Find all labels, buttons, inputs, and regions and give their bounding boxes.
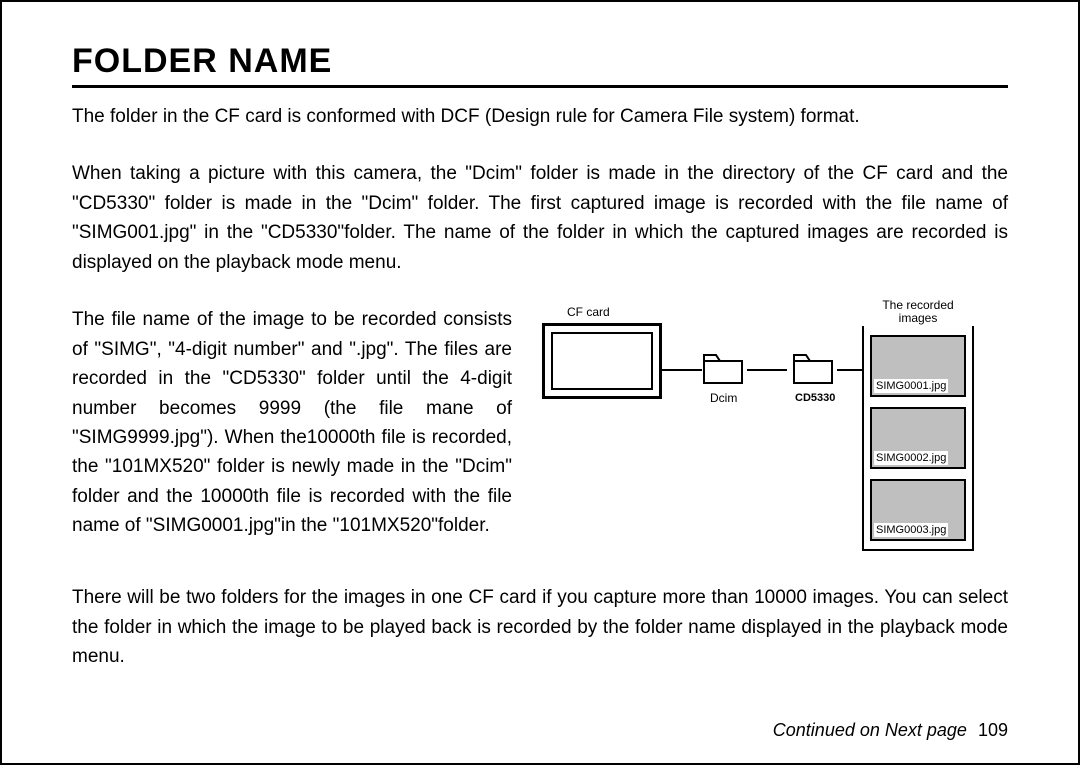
cd5330-folder-icon: [792, 353, 834, 385]
thumb-2: SIMG0002.jpg: [870, 407, 966, 469]
cf-card-label: CF card: [567, 305, 610, 319]
dcim-label: Dcim: [710, 391, 737, 405]
thumb-2-label: SIMG0002.jpg: [874, 451, 948, 465]
page-footer: Continued on Next page 109: [773, 720, 1008, 741]
link-line-1: [662, 369, 702, 371]
recorded-images-label: The recorded images: [862, 299, 974, 325]
cf-card-inner: [551, 332, 653, 390]
folder-diagram: CF card Dcim CD5330: [542, 305, 1008, 555]
cf-card-box: [542, 323, 662, 399]
paragraph-3: The file name of the image to be recorde…: [72, 305, 512, 541]
title-rule: [72, 85, 1008, 88]
thumb-1: SIMG0001.jpg: [870, 335, 966, 397]
page-number: 109: [978, 720, 1008, 740]
link-line-2: [747, 369, 787, 371]
dcim-folder-icon: [702, 353, 744, 385]
thumb-3: SIMG0003.jpg: [870, 479, 966, 541]
paragraph-1: The folder in the CF card is conformed w…: [72, 102, 1008, 131]
paragraph-2: When taking a picture with this camera, …: [72, 159, 1008, 277]
paragraph-4: There will be two folders for the images…: [72, 583, 1008, 671]
link-line-3: [837, 369, 862, 371]
page-title: FOLDER NAME: [72, 42, 1008, 81]
thumb-3-label: SIMG0003.jpg: [874, 523, 948, 537]
continued-label: Continued on Next page: [773, 720, 967, 740]
thumb-1-label: SIMG0001.jpg: [874, 379, 948, 393]
cd5330-label: CD5330: [795, 392, 835, 404]
